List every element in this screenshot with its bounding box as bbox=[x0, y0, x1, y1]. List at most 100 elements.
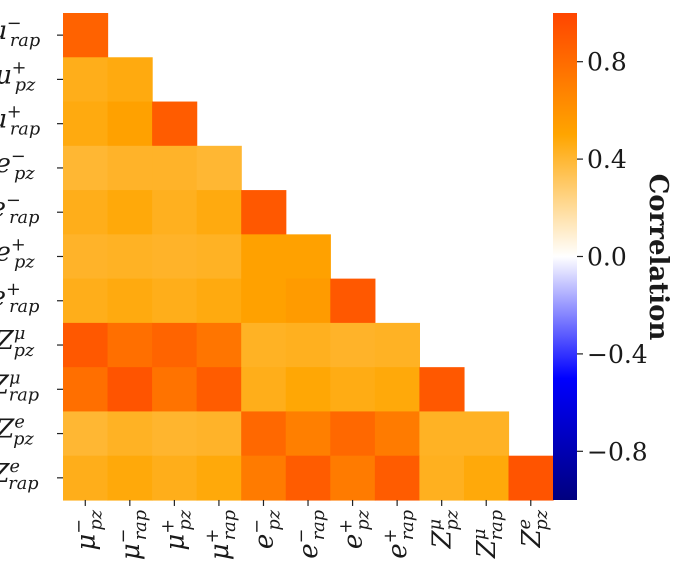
heatmap-cell bbox=[374, 367, 420, 413]
tick-label-superscript: + bbox=[6, 280, 21, 300]
heatmap-cell bbox=[63, 190, 109, 235]
heatmap-cell bbox=[196, 234, 242, 280]
heatmap-cell bbox=[107, 278, 153, 324]
x-tick-label: μ−rap bbox=[114, 510, 151, 560]
tick-label-subscript: pz bbox=[443, 509, 463, 530]
tick-label-subscript: rap bbox=[8, 474, 38, 494]
tick-label-superscript: + bbox=[203, 529, 223, 544]
tick-label-superscript: − bbox=[6, 191, 21, 211]
heatmap-cell bbox=[63, 411, 109, 457]
heatmap-cell bbox=[196, 322, 242, 368]
tick-label-base: Z bbox=[0, 415, 15, 445]
tick-label-base: Z bbox=[0, 459, 10, 489]
heatmap-cell bbox=[285, 411, 331, 457]
heatmap-cell bbox=[63, 322, 109, 368]
heatmap-cell bbox=[107, 57, 153, 103]
heatmap-cell bbox=[107, 322, 153, 368]
tick-label-subscript: rap bbox=[131, 510, 151, 540]
heatmap-cell bbox=[63, 101, 109, 147]
colorbar-tick-label: 0.8 bbox=[587, 48, 627, 77]
heatmap-cell bbox=[152, 278, 198, 324]
y-tick-label: μ+pz bbox=[0, 58, 36, 95]
colorbar-tick-label: −0.4 bbox=[587, 340, 648, 369]
heatmap-cell bbox=[508, 455, 554, 501]
tick-label-superscript: e bbox=[10, 457, 20, 477]
tick-label-base: μ bbox=[71, 534, 101, 551]
y-tick-label: μ+rap bbox=[0, 103, 40, 140]
tick-label-superscript: μ bbox=[470, 529, 490, 541]
x-tick-label: Zμrap bbox=[470, 510, 507, 559]
heatmap-cell bbox=[63, 455, 109, 501]
tick-label-superscript: μ bbox=[14, 324, 26, 344]
y-tick-label: Zμrap bbox=[0, 368, 39, 405]
tick-label-superscript: μ bbox=[426, 519, 446, 531]
heatmap-cell bbox=[419, 455, 465, 501]
tick-label-superscript: − bbox=[7, 14, 22, 34]
tick-label-subscript: pz bbox=[15, 75, 36, 95]
tick-label-superscript: − bbox=[11, 147, 26, 167]
heatmap-cell bbox=[152, 234, 198, 280]
tick-label-base: e bbox=[294, 543, 324, 558]
heatmap-cell bbox=[241, 234, 287, 280]
heatmap-cell bbox=[330, 278, 376, 324]
heatmap-cell bbox=[285, 455, 331, 501]
tick-label-base: e bbox=[383, 543, 413, 558]
tick-label-subscript: rap bbox=[9, 385, 39, 405]
colorbar-tick-label: −0.8 bbox=[587, 437, 648, 466]
heatmap-cell bbox=[107, 411, 153, 457]
x-tick-label: μ+rap bbox=[203, 510, 240, 560]
y-tick-label: Zerap bbox=[0, 457, 39, 494]
heatmap-cell bbox=[463, 411, 510, 457]
tick-label-base: μ bbox=[0, 105, 7, 135]
tick-label-subscript: pz bbox=[86, 509, 106, 530]
heatmap-cell bbox=[463, 455, 510, 501]
tick-label-base: Z bbox=[517, 528, 547, 548]
heatmap-cell bbox=[152, 367, 198, 413]
heatmap-cell bbox=[63, 57, 109, 103]
y-tick-label: e+pz bbox=[0, 235, 35, 272]
colorbar-tick-label: 0.4 bbox=[587, 145, 627, 174]
tick-label-superscript: + bbox=[12, 58, 27, 78]
tick-label-subscript: rap bbox=[487, 510, 507, 540]
tick-label-superscript: e bbox=[14, 413, 24, 433]
tick-label-base: e bbox=[0, 149, 11, 179]
heatmap-cell bbox=[196, 367, 242, 413]
tick-label-base: e bbox=[0, 237, 11, 267]
y-tick-label: Zμpz bbox=[0, 324, 35, 361]
tick-label-base: μ bbox=[160, 534, 190, 551]
tick-label-superscript: μ bbox=[9, 368, 21, 388]
heatmap-cell bbox=[241, 322, 287, 368]
heatmap-cell bbox=[107, 455, 153, 501]
heatmap-cell bbox=[152, 101, 198, 147]
tick-label-base: μ bbox=[0, 60, 12, 90]
y-tick-label: e−pz bbox=[0, 147, 35, 184]
heatmap-cell bbox=[419, 367, 465, 413]
tick-label-superscript: + bbox=[158, 519, 178, 534]
colorbar-tick-label: 0.0 bbox=[587, 243, 627, 272]
tick-label-subscript: rap bbox=[9, 208, 39, 228]
tick-label-base: μ bbox=[0, 16, 7, 46]
heatmap-cell bbox=[196, 455, 242, 501]
x-tick-label: μ−pz bbox=[69, 509, 106, 550]
heatmap-cell bbox=[107, 234, 153, 280]
heatmap-cell bbox=[196, 278, 242, 324]
y-tick-label: e+rap bbox=[0, 280, 39, 317]
heatmap-cell bbox=[196, 190, 242, 235]
tick-label-subscript: pz bbox=[264, 509, 284, 530]
heatmap-cell bbox=[330, 322, 376, 368]
heatmap-cell bbox=[285, 278, 331, 324]
heatmap-cell bbox=[241, 278, 287, 324]
tick-label-base: μ bbox=[116, 543, 146, 560]
heatmap-cell bbox=[330, 367, 376, 413]
heatmap-cell bbox=[63, 13, 109, 58]
tick-label-superscript: e bbox=[515, 519, 535, 529]
tick-label-base: μ bbox=[205, 543, 235, 560]
heatmap-cell bbox=[152, 455, 198, 501]
colorbar: 0.8 0.4 0.0 −0.4 −0.8 Correlation bbox=[553, 13, 673, 500]
tick-label-base: Z bbox=[472, 539, 502, 559]
heatmap-cell bbox=[419, 411, 465, 457]
heatmap-cell bbox=[107, 367, 153, 413]
tick-label-subscript: pz bbox=[14, 164, 35, 184]
